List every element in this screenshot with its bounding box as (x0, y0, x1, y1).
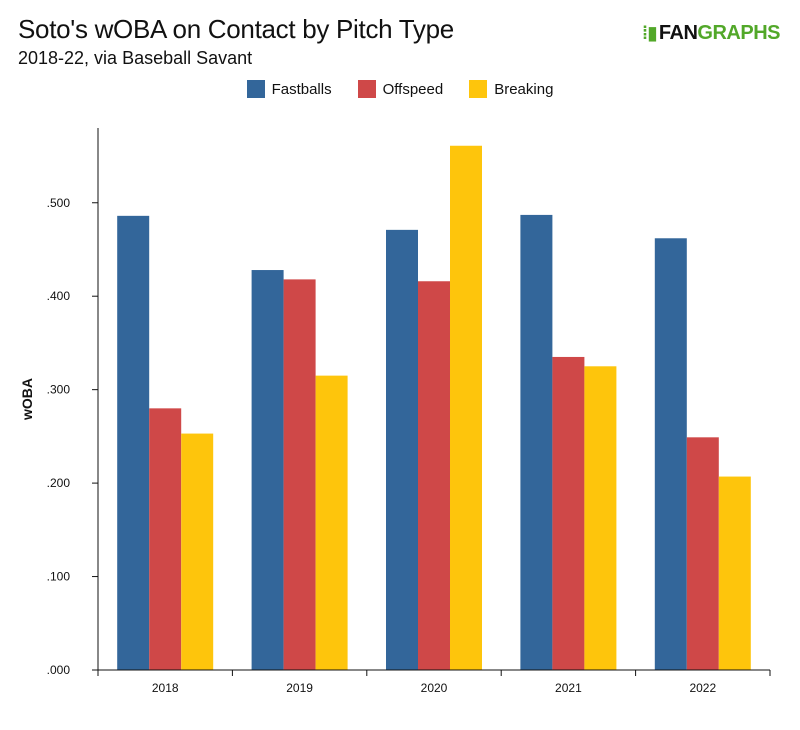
legend-item-breaking: Breaking (469, 80, 553, 98)
y-tick-label: .100 (47, 570, 71, 584)
legend-item-offspeed: Offspeed (357, 80, 444, 98)
legend-swatch-breaking (469, 80, 488, 98)
bar-offspeed-2019 (283, 279, 316, 670)
bar-offspeed-2018 (149, 408, 182, 670)
bar-breaking-2021 (584, 366, 617, 670)
bar-offspeed-2021 (552, 356, 585, 670)
bars-group (117, 145, 751, 671)
axes-group: 2018 2019 2020 2021 2022 .000 .100 .200 .300 .400… (19, 128, 771, 695)
x-tick-label-2021: 2021 (555, 681, 582, 695)
bar-fastballs-2021 (520, 214, 553, 670)
y-tick-label: .500 (47, 196, 71, 210)
bar-fastballs-2020 (386, 229, 418, 670)
x-tick-label-2022: 2022 (689, 681, 716, 695)
y-tick-label: .200 (47, 476, 71, 490)
legend-swatch-offspeed (357, 80, 376, 98)
fangraphs-logo: ⁞▮ FAN GRAPHS (642, 22, 780, 45)
y-tick-label: .000 (47, 663, 71, 677)
bar-breaking-2020 (450, 145, 482, 670)
y-tick-label: .400 (47, 289, 71, 303)
chart-legend: Fastballs Offspeed Breaking (0, 80, 800, 98)
x-tick-label-2020: 2020 (421, 681, 448, 695)
logo-graphs-text: GRAPHS (697, 22, 780, 44)
bar-breaking-2022 (718, 476, 751, 670)
legend-label-fastballs: Fastballs (271, 80, 332, 98)
y-tick-label: .300 (47, 383, 71, 397)
legend-label-offspeed: Offspeed (382, 80, 444, 98)
x-tick-label-2019: 2019 (286, 681, 313, 695)
bar-offspeed-2022 (686, 437, 719, 670)
chart-title: Soto's wOBA on Contact by Pitch Type (18, 14, 454, 44)
bar-breaking-2019 (315, 375, 348, 670)
batter-icon: ⁞▮ (642, 23, 657, 43)
y-axis-title: wOBA (19, 378, 35, 421)
bar-fastballs-2022 (654, 238, 687, 670)
bar-offspeed-2020 (418, 281, 450, 670)
legend-swatch-fastballs (246, 80, 265, 98)
chart-subtitle: 2018-22, via Baseball Savant (18, 48, 253, 68)
bar-fastballs-2019 (251, 270, 284, 670)
legend-label-breaking: Breaking (494, 80, 554, 98)
legend-item-fastballs: Fastballs (246, 80, 332, 98)
bar-breaking-2018 (181, 433, 214, 670)
logo-fan-text: FAN (658, 22, 698, 44)
bar-fastballs-2018 (117, 215, 150, 671)
x-tick-label-2018: 2018 (152, 681, 179, 695)
